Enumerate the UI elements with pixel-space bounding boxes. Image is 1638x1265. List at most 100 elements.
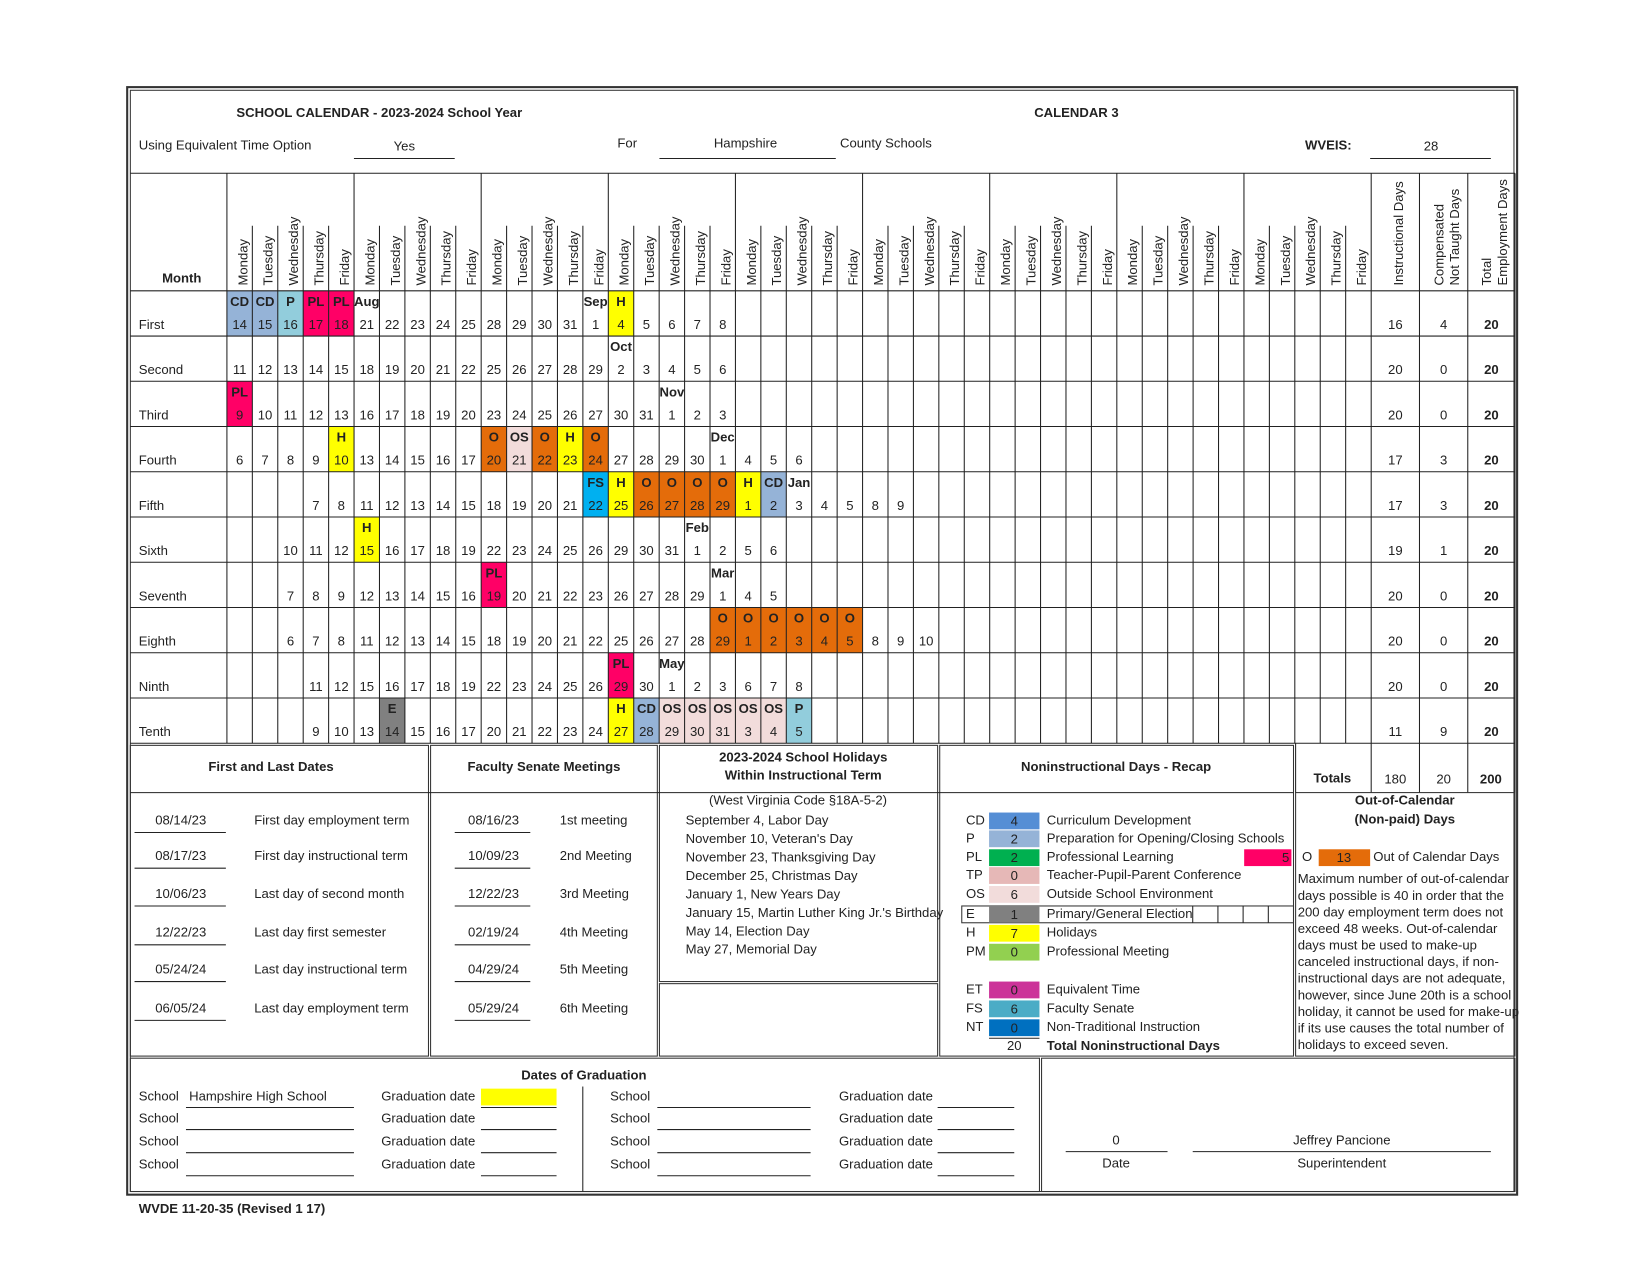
day-number: 30 bbox=[639, 679, 654, 694]
row-name: Second bbox=[139, 362, 183, 377]
day-header: Tuesday bbox=[1024, 235, 1039, 285]
recap-label: Preparation for Opening/Closing Schools bbox=[1047, 830, 1285, 845]
day-number: 19 bbox=[461, 543, 476, 558]
day-number: 3 bbox=[643, 362, 650, 377]
day-number: 29 bbox=[588, 362, 603, 377]
day-header: Thursday bbox=[947, 230, 962, 285]
recap-value: 4 bbox=[1011, 813, 1018, 828]
day-number: 22 bbox=[537, 724, 552, 739]
day-number: 9 bbox=[236, 407, 243, 422]
wveis-label: WVEIS: bbox=[1305, 137, 1352, 152]
day-number: 17 bbox=[461, 724, 476, 739]
day-number: 5 bbox=[770, 588, 777, 603]
day-number: 1 bbox=[745, 498, 752, 513]
county: Hampshire bbox=[714, 135, 777, 150]
day-header: Monday bbox=[1252, 238, 1267, 285]
recap-value: 6 bbox=[1011, 1001, 1018, 1016]
day-number: 8 bbox=[872, 498, 879, 513]
day-number: 29 bbox=[665, 453, 680, 468]
holiday: December 25, Christmas Day bbox=[686, 868, 858, 883]
row-total: 20 bbox=[1484, 588, 1499, 603]
out-note: exceed 48 weeks. Out-of-calendar bbox=[1298, 921, 1498, 936]
cell-fill bbox=[735, 471, 761, 518]
holiday: May 14, Election Day bbox=[686, 923, 810, 938]
cell-fill bbox=[481, 562, 507, 608]
day-number: 26 bbox=[512, 362, 527, 377]
day-number: 24 bbox=[537, 543, 552, 558]
cell-fill bbox=[608, 652, 634, 699]
day-number: 22 bbox=[461, 362, 476, 377]
day-code: O bbox=[718, 611, 728, 626]
day-number: 30 bbox=[537, 317, 552, 332]
faculty-label: 6th Meeting bbox=[560, 1000, 629, 1015]
day-number: 25 bbox=[537, 407, 552, 422]
day-number: 19 bbox=[461, 679, 476, 694]
day-number: 9 bbox=[897, 634, 904, 649]
day-number: 22 bbox=[385, 317, 400, 332]
day-number: 18 bbox=[436, 679, 451, 694]
school-name: Hampshire High School bbox=[189, 1089, 327, 1104]
day-header: Wednesday bbox=[668, 216, 683, 285]
month-label: Nov bbox=[659, 384, 684, 399]
row-instructional: 20 bbox=[1388, 634, 1403, 649]
holiday: January 15, Martin Luther King Jr.'s Bir… bbox=[686, 905, 944, 920]
day-number: 6 bbox=[745, 679, 752, 694]
day-header: Friday bbox=[718, 249, 733, 286]
day-number: 19 bbox=[385, 362, 400, 377]
day-number: 29 bbox=[665, 724, 680, 739]
cell-fill bbox=[659, 471, 685, 518]
day-header: Tuesday bbox=[896, 235, 911, 285]
out-value: 13 bbox=[1337, 850, 1352, 865]
faculty-date: 10/09/23 bbox=[468, 848, 519, 863]
day-number: 22 bbox=[588, 634, 603, 649]
signature-date-label: Date bbox=[1102, 1156, 1130, 1171]
recap-swatch bbox=[989, 812, 1040, 830]
day-number: 10 bbox=[334, 453, 349, 468]
day-code: O bbox=[743, 611, 753, 626]
day-number: 18 bbox=[436, 543, 451, 558]
day-number: 26 bbox=[563, 407, 578, 422]
row-compensated: 0 bbox=[1440, 679, 1447, 694]
signature-role: Superintendent bbox=[1297, 1156, 1386, 1171]
day-number: 28 bbox=[690, 634, 705, 649]
day-number: 14 bbox=[385, 453, 400, 468]
school-label: School bbox=[139, 1157, 179, 1172]
day-code: PL bbox=[486, 565, 503, 580]
first-last-date: 08/14/23 bbox=[155, 812, 206, 827]
graduation-title: Dates of Graduation bbox=[521, 1068, 646, 1083]
first-last-label: Last day of second month bbox=[254, 886, 404, 901]
recap-value: 0 bbox=[1011, 1020, 1018, 1035]
day-number: 24 bbox=[588, 453, 603, 468]
month-header: Month bbox=[162, 271, 201, 286]
row-total: 20 bbox=[1484, 724, 1499, 739]
month-label: Sep bbox=[584, 294, 608, 309]
recap-label: Professional Learning bbox=[1047, 849, 1174, 864]
day-number: 11 bbox=[309, 679, 323, 694]
day-code: H bbox=[616, 475, 625, 490]
total-compensated: 20 bbox=[1436, 771, 1451, 786]
cell-fill bbox=[710, 698, 736, 744]
section-frame bbox=[430, 744, 658, 1057]
cell-fill bbox=[582, 426, 609, 472]
day-number: 19 bbox=[512, 498, 527, 513]
day-code: O bbox=[667, 475, 677, 490]
day-number: 6 bbox=[287, 634, 294, 649]
day-number: 21 bbox=[512, 724, 527, 739]
recap-code: PM bbox=[966, 944, 986, 959]
row-total: 20 bbox=[1484, 407, 1499, 422]
holiday: November 23, Thanksgiving Day bbox=[686, 849, 876, 864]
day-number: 1 bbox=[668, 679, 675, 694]
day-number: 24 bbox=[537, 679, 552, 694]
day-number: 13 bbox=[359, 453, 374, 468]
day-number: 23 bbox=[487, 407, 502, 422]
day-number: 8 bbox=[719, 317, 726, 332]
day-code: H bbox=[565, 430, 574, 445]
day-number: 10 bbox=[919, 634, 934, 649]
day-number: 7 bbox=[312, 634, 319, 649]
day-number: 13 bbox=[385, 588, 400, 603]
day-number: 21 bbox=[563, 498, 578, 513]
day-number: 30 bbox=[639, 543, 654, 558]
signature-date: 0 bbox=[1112, 1133, 1119, 1148]
recap-label: Equivalent Time bbox=[1047, 981, 1140, 996]
total-instructional: 180 bbox=[1384, 771, 1406, 786]
